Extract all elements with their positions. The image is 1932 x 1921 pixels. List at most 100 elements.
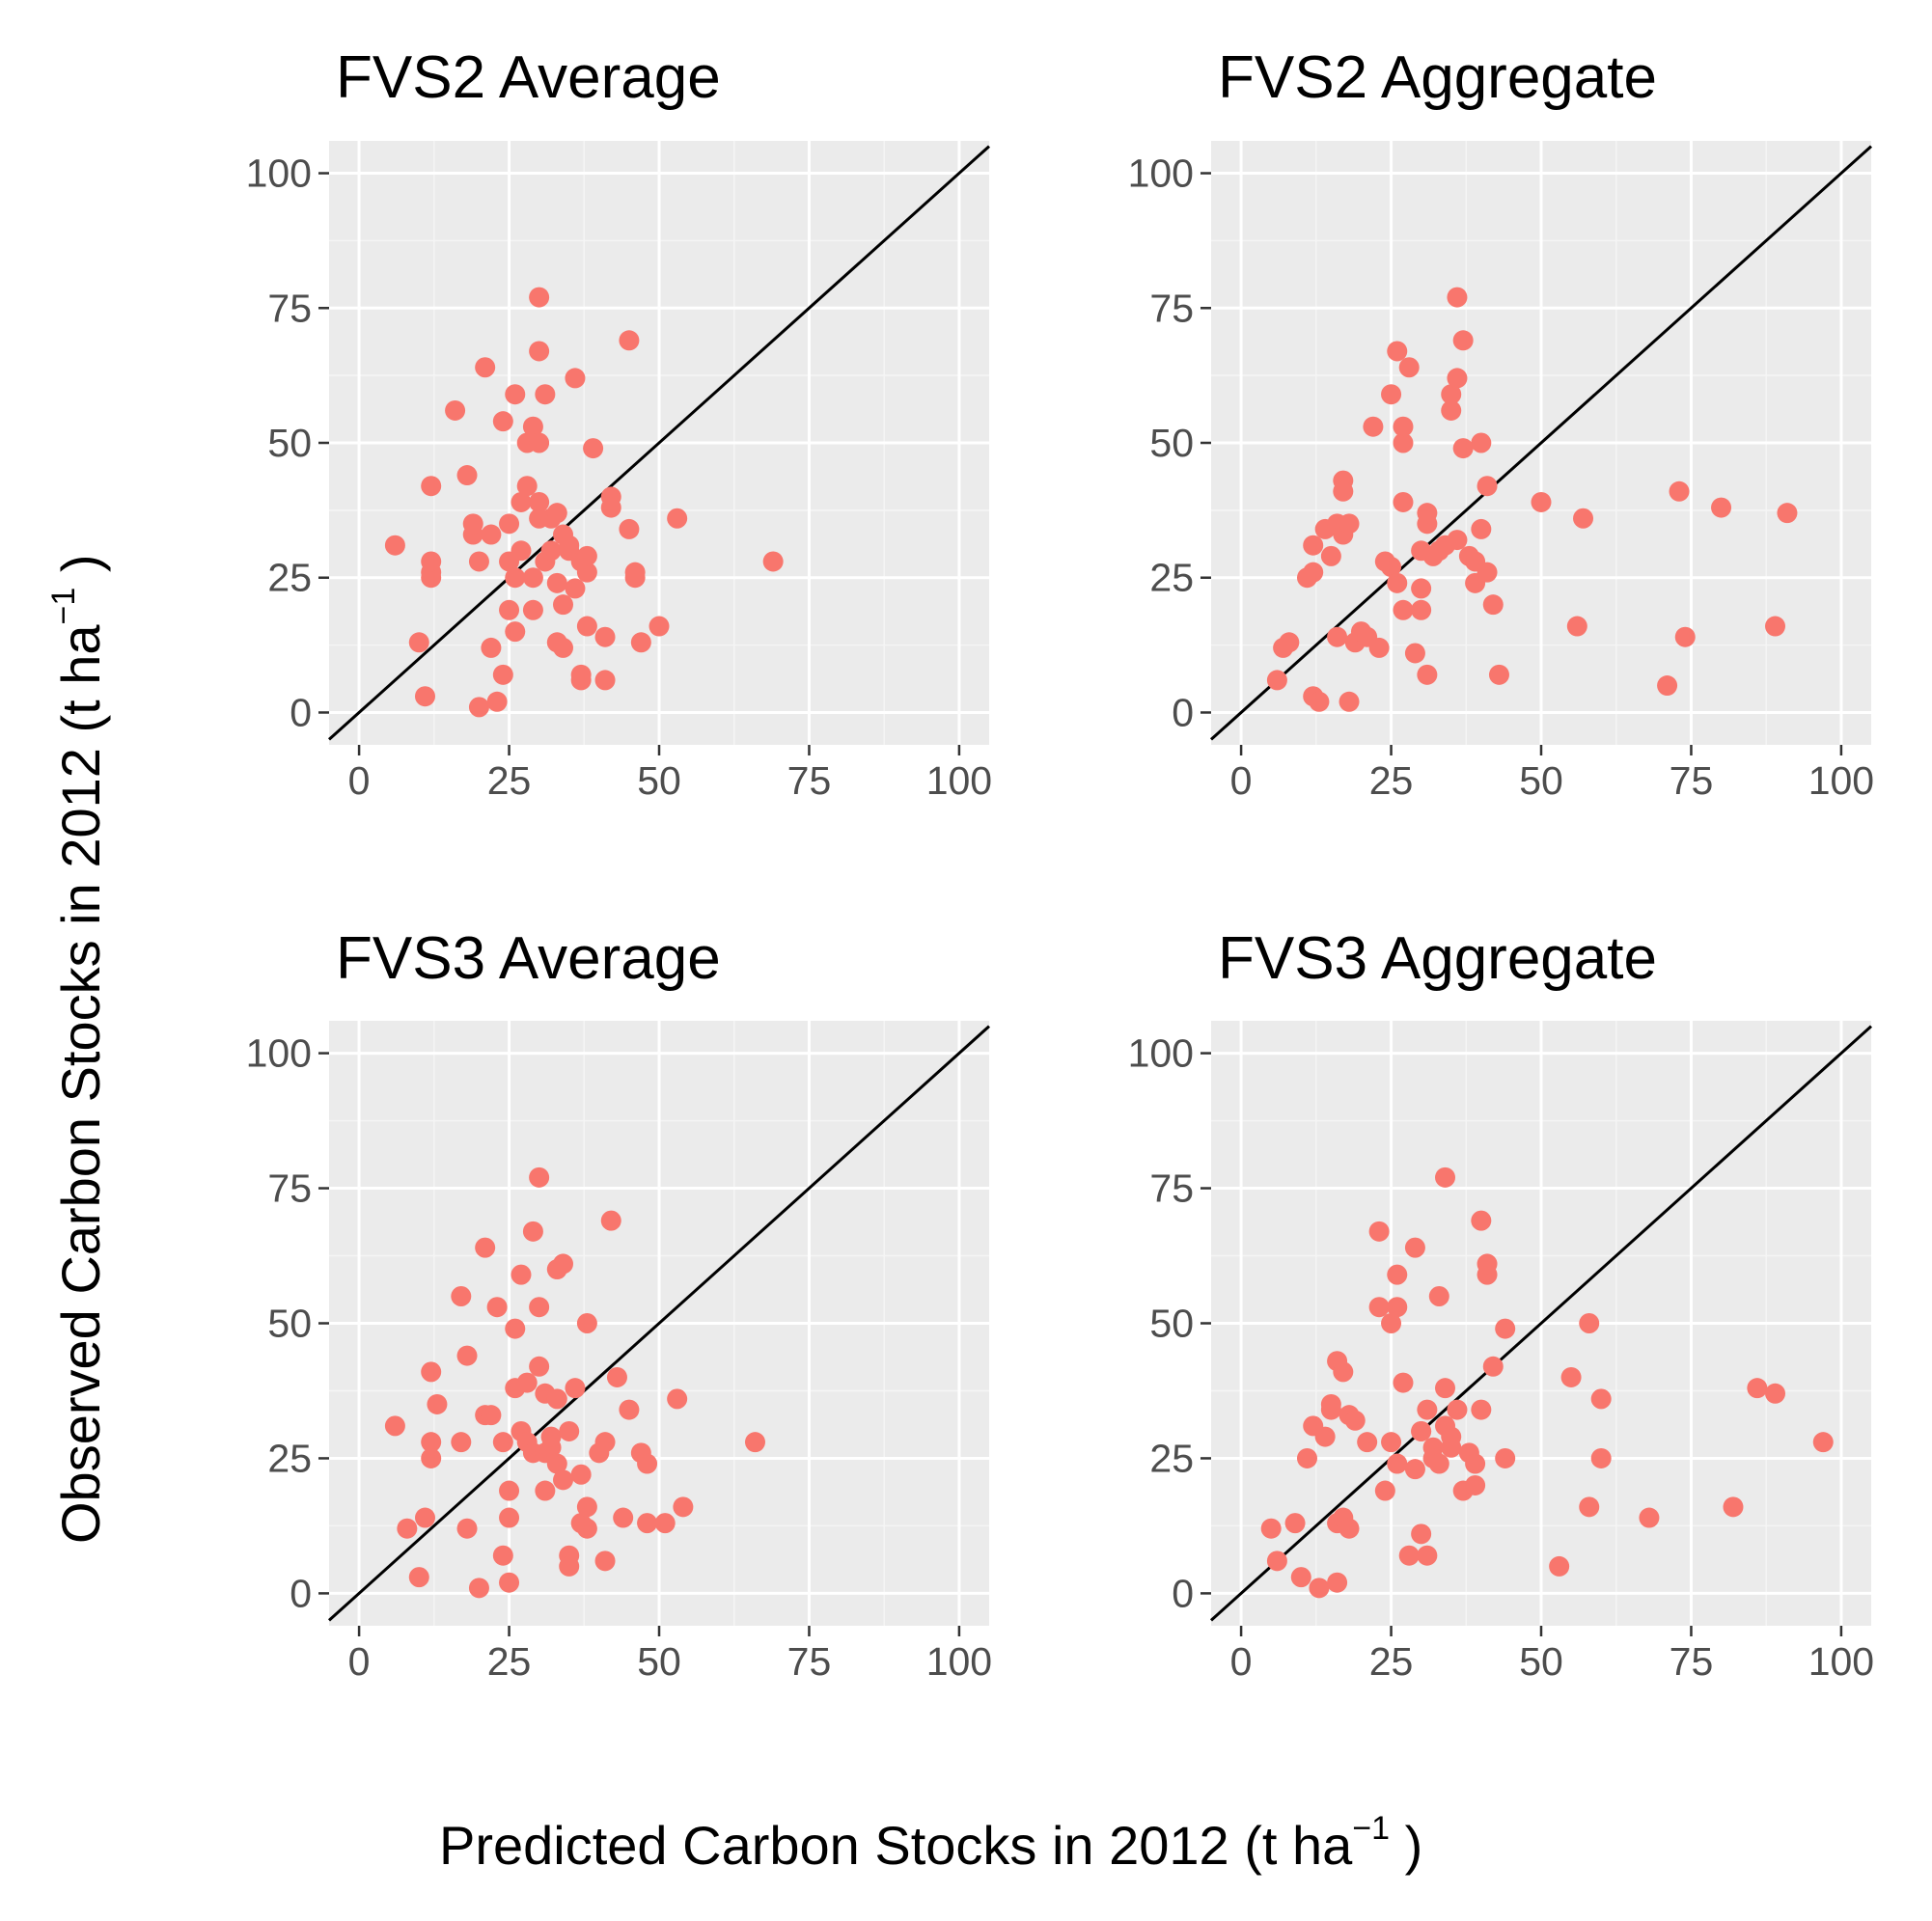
data-point — [1320, 545, 1341, 566]
y-tick-label: 100 — [1128, 1031, 1194, 1076]
data-point — [1488, 664, 1509, 685]
data-point — [468, 1578, 489, 1599]
data-point — [421, 1361, 442, 1383]
data-point — [475, 357, 496, 378]
data-point — [1471, 1399, 1492, 1420]
reference-line — [327, 1025, 991, 1622]
data-point — [492, 1432, 513, 1453]
data-point — [1579, 1496, 1600, 1518]
data-point — [1404, 1459, 1425, 1480]
data-point — [576, 545, 597, 566]
data-point — [565, 1378, 586, 1399]
y-tick-label: 25 — [267, 556, 312, 600]
data-point — [1447, 368, 1468, 389]
data-point — [1579, 1313, 1600, 1333]
y-tick-label: 50 — [267, 1302, 312, 1346]
data-point — [499, 1572, 520, 1593]
data-point — [553, 594, 574, 616]
x-tick-label: 50 — [1519, 1639, 1563, 1684]
data-point — [505, 1318, 526, 1339]
data-point — [1477, 1253, 1498, 1275]
data-point — [511, 1264, 532, 1285]
x-tick-label: 0 — [1230, 758, 1253, 803]
data-point — [570, 664, 592, 685]
data-point — [540, 540, 562, 562]
panel-title: FVS2 Aggregate — [1218, 44, 1657, 111]
data-point — [1657, 675, 1678, 697]
y-tick-label: 0 — [290, 690, 312, 734]
data-point — [1398, 1545, 1420, 1566]
data-point — [1452, 438, 1474, 459]
y-tick-label: 0 — [1172, 1571, 1194, 1615]
data-point — [576, 1496, 597, 1518]
data-point — [1590, 1447, 1612, 1468]
data-point — [546, 1453, 567, 1474]
data-point — [505, 384, 526, 405]
x-axis-title-end: ) — [1390, 1815, 1422, 1876]
x-axis-title: Predicted Carbon Stocks in 2012 (t ha−1 … — [439, 1810, 1422, 1876]
x-tick-label: 50 — [637, 1639, 681, 1684]
data-point — [1393, 416, 1414, 437]
data-point — [1393, 599, 1414, 620]
data-point — [414, 686, 435, 707]
data-point — [456, 1518, 478, 1539]
data-point — [468, 697, 489, 718]
data-point — [1428, 1286, 1449, 1307]
data-point — [1398, 357, 1420, 378]
data-point — [1381, 384, 1402, 405]
data-point — [1327, 626, 1348, 647]
data-point — [421, 1432, 442, 1453]
data-point — [1404, 1237, 1425, 1258]
data-point — [1573, 508, 1594, 529]
panel-fvs3-average: FVS3 Average 0 25 50 75 100 0 25 50 75 100 — [246, 925, 993, 1684]
data-point — [1279, 632, 1300, 653]
data-point — [499, 1480, 520, 1501]
data-point — [1674, 626, 1696, 647]
data-point — [1393, 1372, 1414, 1393]
data-point — [1266, 1551, 1287, 1572]
data-point — [1566, 616, 1587, 637]
data-point — [529, 287, 550, 308]
data-point — [522, 599, 543, 620]
y-axis-title-superscript: −1 — [45, 588, 82, 625]
data-point — [516, 476, 538, 497]
data-point — [1327, 1572, 1348, 1593]
data-point — [1320, 1393, 1341, 1414]
data-point — [1260, 1518, 1282, 1539]
data-point — [1495, 1447, 1516, 1468]
y-tick-label: 100 — [246, 151, 312, 196]
data-point — [505, 567, 526, 589]
y-tick-label: 50 — [1149, 1302, 1194, 1346]
data-point — [540, 1426, 562, 1447]
data-point — [529, 432, 550, 453]
data-point — [553, 1253, 574, 1275]
data-point — [1812, 1432, 1834, 1453]
data-point — [1314, 1426, 1336, 1447]
data-point — [1435, 1378, 1456, 1399]
data-point — [1363, 416, 1384, 437]
data-point — [630, 632, 651, 653]
data-point — [613, 1507, 634, 1528]
data-point — [559, 1555, 580, 1577]
data-point — [583, 438, 604, 459]
panel-fvs3-aggregate: FVS3 Aggregate 0 25 50 75 100 0 25 50 75 100 — [1128, 925, 1875, 1684]
data-point — [1411, 1420, 1432, 1441]
y-tick-label: 100 — [1128, 151, 1194, 196]
data-point — [421, 476, 442, 497]
data-point — [1482, 594, 1504, 616]
data-point — [1441, 399, 1462, 421]
data-point — [492, 411, 513, 432]
data-point — [565, 368, 586, 389]
data-point — [559, 535, 580, 556]
data-point — [1393, 432, 1414, 453]
x-tick-label: 75 — [787, 758, 832, 803]
y-tick-label: 0 — [1172, 690, 1194, 734]
data-point — [421, 551, 442, 572]
x-tick-label: 100 — [1808, 1639, 1874, 1684]
x-tick-label: 25 — [1369, 758, 1414, 803]
data-point — [619, 518, 640, 539]
data-point — [408, 632, 429, 653]
data-point — [1309, 1578, 1330, 1599]
data-point — [546, 1388, 567, 1410]
